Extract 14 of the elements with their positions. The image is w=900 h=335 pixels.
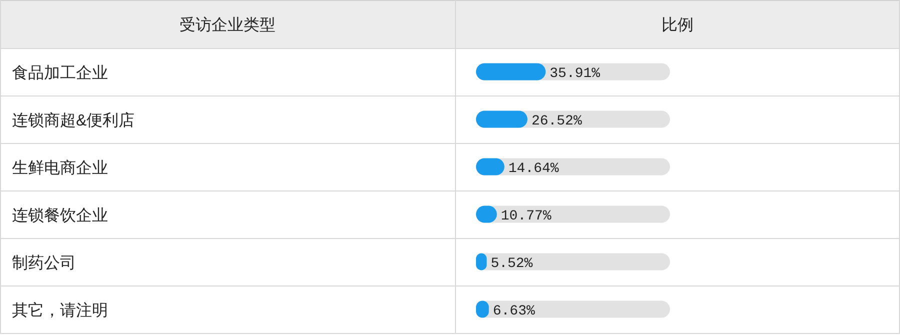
y-tick-label: 食品加工企业 [12, 64, 108, 82]
y-tick-label: 制药公司 [12, 254, 76, 272]
y-tick-label: 生鲜电商企业 [12, 158, 108, 177]
value-label: 6.63% [492, 303, 535, 320]
x-axis-title: 比例 [662, 16, 694, 34]
y-tick-label: 连锁商超&便利店 [12, 111, 135, 130]
value-label: 5.52% [490, 256, 533, 272]
value-label: 26.52% [531, 113, 582, 130]
y-tick-label: 其它，请注明 [12, 301, 108, 320]
value-label: 10.77% [500, 208, 552, 224]
value-label: 14.64% [508, 160, 559, 177]
value-label: 35.91% [550, 66, 600, 82]
y-axis-title: 受访企业类型 [180, 16, 276, 34]
y-tick-label: 连锁餐饮企业 [12, 206, 108, 224]
